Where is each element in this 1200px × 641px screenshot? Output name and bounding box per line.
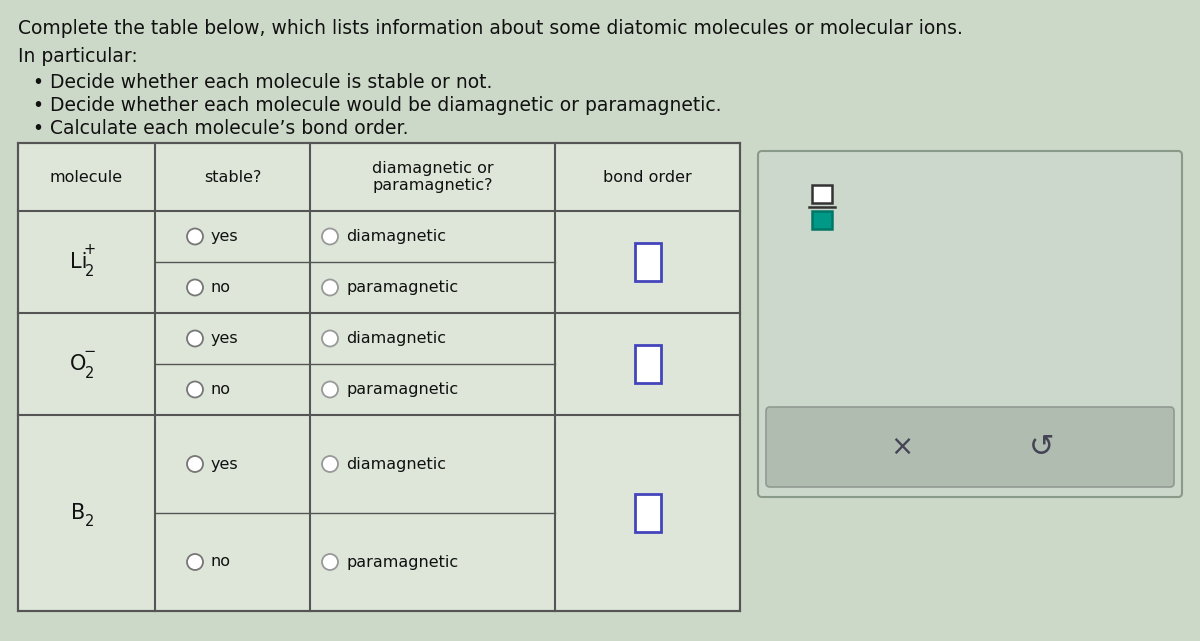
Text: −: − — [83, 344, 96, 358]
Text: O: O — [71, 354, 86, 374]
Text: diamagnetic or
paramagnetic?: diamagnetic or paramagnetic? — [372, 161, 493, 193]
Text: paramagnetic: paramagnetic — [346, 382, 458, 397]
Circle shape — [187, 331, 203, 347]
Circle shape — [187, 456, 203, 472]
Text: yes: yes — [211, 331, 239, 346]
Circle shape — [322, 381, 338, 397]
Circle shape — [322, 279, 338, 296]
Text: 2: 2 — [85, 263, 94, 278]
Bar — [812, 211, 832, 229]
Text: diamagnetic: diamagnetic — [346, 229, 446, 244]
Text: B: B — [71, 503, 85, 523]
Circle shape — [187, 228, 203, 244]
Circle shape — [322, 331, 338, 347]
Text: no: no — [211, 280, 230, 295]
Bar — [18, 143, 740, 611]
Text: molecule: molecule — [50, 169, 124, 185]
Bar — [635, 243, 660, 281]
Text: +: + — [84, 242, 96, 256]
Text: Calculate each molecule’s bond order.: Calculate each molecule’s bond order. — [50, 119, 408, 138]
Circle shape — [322, 554, 338, 570]
Text: •: • — [32, 119, 43, 138]
Text: Decide whether each molecule would be diamagnetic or paramagnetic.: Decide whether each molecule would be di… — [50, 96, 721, 115]
Text: •: • — [32, 73, 43, 92]
Text: ↺: ↺ — [1030, 433, 1055, 462]
Text: ×: × — [890, 433, 913, 461]
Text: yes: yes — [211, 229, 239, 244]
Text: Complete the table below, which lists information about some diatomic molecules : Complete the table below, which lists in… — [18, 19, 962, 38]
Bar — [812, 185, 832, 203]
FancyBboxPatch shape — [766, 407, 1174, 487]
Circle shape — [187, 279, 203, 296]
Text: paramagnetic: paramagnetic — [346, 554, 458, 569]
Text: •: • — [32, 96, 43, 115]
Text: 2: 2 — [85, 515, 94, 529]
Text: no: no — [211, 382, 230, 397]
Text: 2: 2 — [85, 365, 94, 381]
Text: Decide whether each molecule is stable or not.: Decide whether each molecule is stable o… — [50, 73, 492, 92]
Text: bond order: bond order — [604, 169, 692, 185]
Bar — [635, 494, 660, 532]
Text: no: no — [211, 554, 230, 569]
FancyBboxPatch shape — [758, 151, 1182, 497]
Text: In particular:: In particular: — [18, 47, 138, 66]
Circle shape — [187, 554, 203, 570]
Text: stable?: stable? — [204, 169, 262, 185]
Text: paramagnetic: paramagnetic — [346, 280, 458, 295]
Circle shape — [322, 456, 338, 472]
Text: diamagnetic: diamagnetic — [346, 331, 446, 346]
Circle shape — [187, 381, 203, 397]
Text: diamagnetic: diamagnetic — [346, 456, 446, 472]
Bar — [635, 345, 660, 383]
Text: Li: Li — [70, 252, 88, 272]
Circle shape — [322, 228, 338, 244]
Text: yes: yes — [211, 456, 239, 472]
